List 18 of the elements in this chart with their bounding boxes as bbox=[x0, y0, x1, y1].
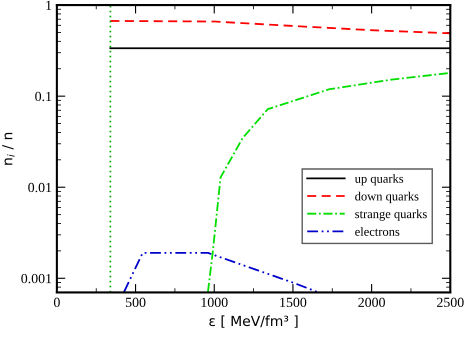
x-tick-label: 1500 bbox=[280, 298, 306, 308]
line-series bbox=[207, 72, 450, 292]
y-tick-label: 0.001 bbox=[21, 274, 52, 284]
x-tick-label: 2000 bbox=[358, 298, 385, 308]
legend-label: up quarks bbox=[354, 174, 404, 186]
legend-label: down quarks bbox=[355, 192, 418, 204]
legend-label: electrons bbox=[355, 227, 400, 236]
y-axis-title: n$_{i}$ / n bbox=[2, 132, 15, 165]
y-tick-label: 0.01 bbox=[28, 182, 52, 192]
y-tick-label: 0.1 bbox=[35, 92, 52, 102]
x-tick-label: 1000 bbox=[202, 298, 228, 308]
legend-label: strange quarks bbox=[355, 209, 427, 221]
x-tick-label: 2500 bbox=[437, 298, 464, 308]
x-tick-label: 500 bbox=[126, 298, 146, 308]
x-axis-title: ε [ MeV/fm³ ] bbox=[209, 315, 298, 328]
y-tick-label: 1 bbox=[46, 0, 52, 10]
line-series bbox=[109, 20, 450, 34]
x-tick-label: 0 bbox=[54, 298, 60, 308]
